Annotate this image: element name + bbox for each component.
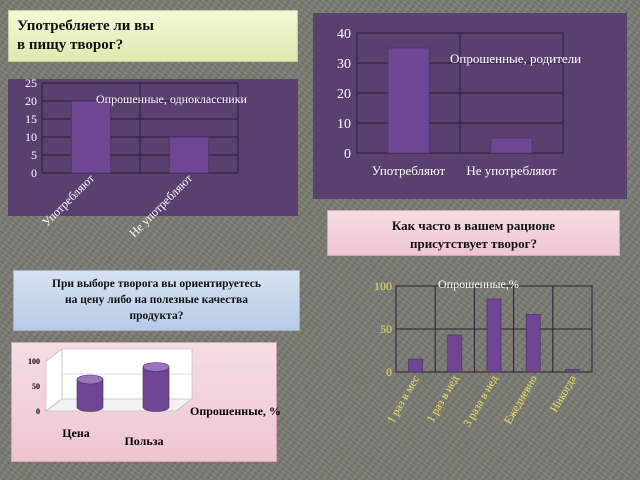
question-choice-line-2: на цену либо на полезные качества [65,294,248,306]
legend-label: Опрошенные, % [190,404,281,418]
x-tick-label: Польза [124,434,163,448]
bar [169,136,209,174]
bar [142,366,170,412]
x-tick-label: 1 раз в мес [385,374,422,426]
legend-label: Опрошенные,% [438,277,519,291]
y-tick-label: 10 [25,130,37,144]
x-tick-label: 3 раза в нед [462,373,501,429]
y-tick-label: 30 [337,57,351,72]
question-choice-box: При выборе творога вы ориентируетесь на … [13,270,300,331]
chart-parents-panel: 0 10 20 30 40 Употребляют Не употребляют Опроше… [313,13,627,199]
y-tick-label: 20 [337,87,351,102]
chart-classmates-panel: 0 5 10 15 20 25 Употребляют Не употребляют Опрош… [8,76,298,240]
y-tick-label: 5 [31,148,37,162]
question-choice-line-3: продукта? [129,310,184,322]
y-tick-label: 10 [337,117,351,132]
question-frequency-line-2: присутствует творог? [409,236,538,251]
question-consume-line-2: в пищу творог? [17,37,124,53]
bar [565,369,580,373]
x-tick-label: Никогда [548,374,579,415]
y-tick-label: 40 [337,27,351,42]
y-tick-label: 100 [28,357,40,366]
y-tick-label: 50 [380,322,392,336]
question-frequency-box: Как часто в вашем рационе присутствует т… [327,210,620,256]
chart-choice-panel: 0 50 100 Цена Польза Опрошенные, % [11,342,281,462]
bar-top [76,374,104,385]
bar-top [142,362,170,372]
bar [408,358,423,373]
legend-label: Опрошенные, одноклассники [96,92,248,106]
x-tick-label: 1 раз в нед [425,373,462,424]
chart-choice: 0 50 100 Цена Польза Опрошенные, % [28,348,281,448]
question-frequency-line-1: Как часто в вашем рационе [391,218,556,233]
question-consume-box: Употребляете ли вы в пищу творог? [8,10,298,62]
question-choice-line-1: При выборе творога вы ориентируетесь [52,278,261,290]
y-tick-label: 100 [374,279,392,293]
y-tick-label: 15 [25,112,37,126]
bar [525,314,541,373]
legend-label: Опрошенные, родители [450,51,581,66]
bar [71,100,111,174]
x-tick-label: Цена [62,426,90,440]
chart-frequency: 0 50 100 1 раз в мес 1 раз в нед 3 раза в нед… [374,277,593,429]
floor [44,398,194,412]
y-tick-label: 0 [344,147,351,162]
y-tick-label: 0 [31,166,37,180]
bar [76,379,104,412]
chart-parents: 0 10 20 30 40 Употребляют Не употребляют Опроше… [337,27,581,178]
x-tick-label: Ежедневно [502,373,540,426]
bar [486,298,502,373]
y-tick-label: 25 [25,76,37,90]
x-tick-label: Не употребляют [466,163,557,178]
x-tick-label: Употребляют [372,163,446,178]
y-tick-label: 50 [32,382,40,391]
question-consume-line-1: Употребляете ли вы [17,18,154,34]
y-tick-label: 0 [36,407,40,416]
bar [387,47,430,154]
y-tick-label: 0 [386,365,392,379]
bar [490,137,533,154]
y-tick-label: 20 [25,94,37,108]
bar [447,334,463,373]
